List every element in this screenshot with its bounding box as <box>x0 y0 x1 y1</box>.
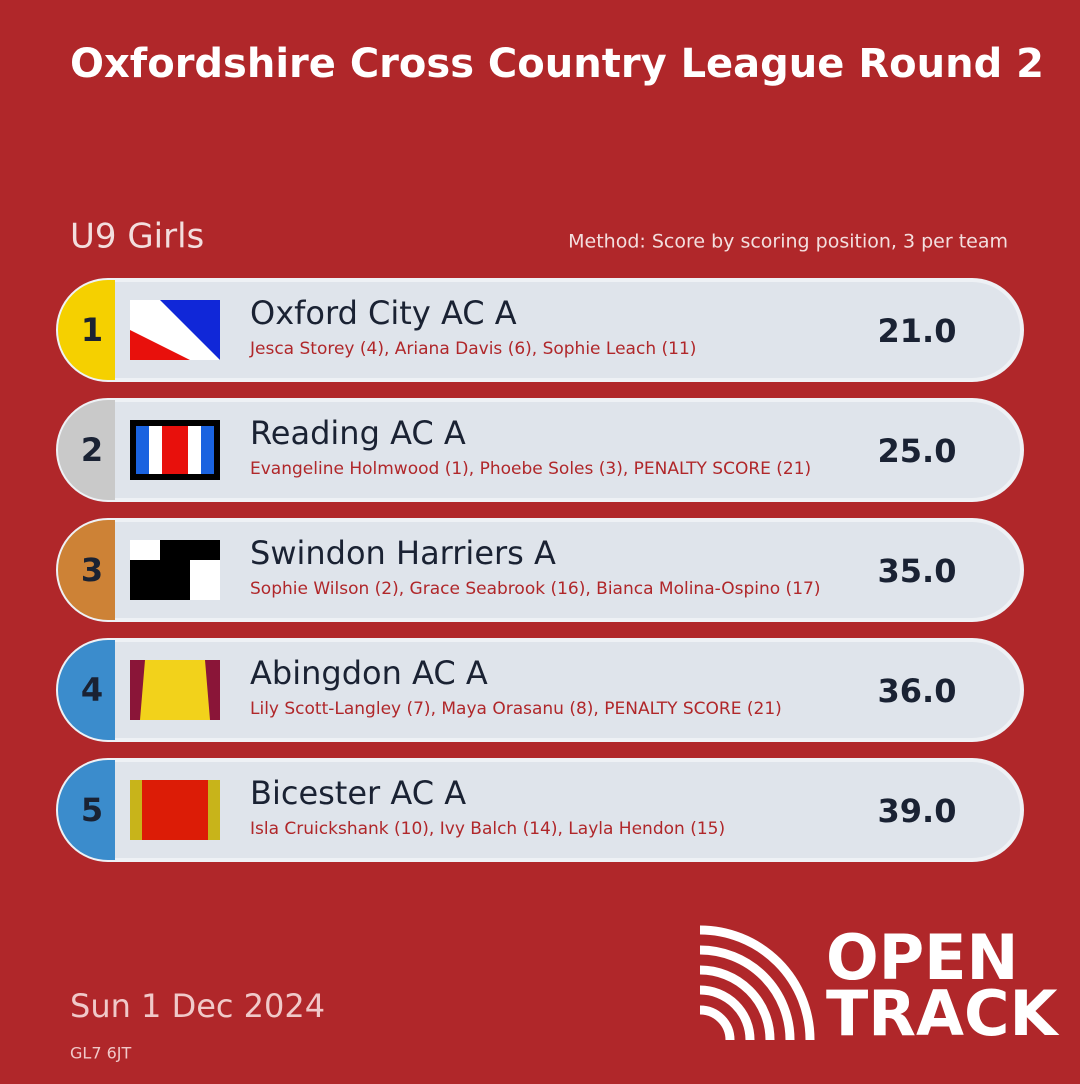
result-row: 4 Abingdon AC A Lily Scott-Langley (7), Ma… <box>56 638 1024 742</box>
logo-arc <box>699 1005 735 1041</box>
flag-part <box>130 308 216 360</box>
position: 4 <box>81 671 103 709</box>
team-name: Bicester AC A <box>250 774 466 812</box>
logo-arc <box>699 985 755 1041</box>
flag-part <box>130 580 190 600</box>
athletes: Jesca Storey (4), Ariana Davis (6), Soph… <box>249 339 696 359</box>
logo-arc <box>699 925 815 1041</box>
flag-part <box>190 540 220 560</box>
team-flag <box>130 660 220 720</box>
logo-arc <box>699 945 795 1041</box>
results-list: 1 Oxford City AC A Jesca Storey (4), Arian… <box>56 278 1024 862</box>
date: Sun 1 Dec 2024 <box>70 987 325 1025</box>
position: 2 <box>81 431 103 469</box>
logo-arcs <box>699 925 815 1041</box>
flag-part <box>136 426 149 474</box>
flag-part <box>142 780 208 840</box>
athletes: Sophie Wilson (2), Grace Seabrook (16), … <box>250 579 820 599</box>
method: Method: Score by scoring position, 3 per… <box>568 231 1008 253</box>
position: 1 <box>81 311 103 349</box>
team-flag <box>130 540 220 600</box>
score: 21.0 <box>878 312 957 350</box>
score: 36.0 <box>878 672 957 710</box>
team-name: Swindon Harriers A <box>250 534 556 572</box>
result-row: 5 Bicester AC A Isla Cruickshank (10), Ivy… <box>56 758 1024 862</box>
flag-part <box>140 660 210 720</box>
score: 39.0 <box>878 792 957 830</box>
result-row: 2 Reading AC A Evangeline Holmwood (1), Ph… <box>56 398 1024 502</box>
flag-part <box>160 540 190 560</box>
logo: OPEN TRACK <box>699 921 1060 1050</box>
flag-part <box>201 426 214 474</box>
flag-part <box>188 426 201 474</box>
result-row: 3 Swindon Harriers A Sophie Wilson (2), Gr… <box>56 518 1024 622</box>
score: 35.0 <box>878 552 957 590</box>
flag-part <box>130 330 190 360</box>
result-row: 1 Oxford City AC A Jesca Storey (4), Arian… <box>56 278 1024 382</box>
athletes: Evangeline Holmwood (1), Phoebe Soles (3… <box>250 459 811 479</box>
team-name: Reading AC A <box>250 414 466 452</box>
flag-part <box>160 300 220 360</box>
score: 25.0 <box>878 432 957 470</box>
flag-part <box>175 426 188 474</box>
event-name: U9 Girls <box>70 217 204 257</box>
flag-part <box>130 560 190 580</box>
logo-arc <box>699 965 775 1041</box>
postcode: GL7 6JT <box>70 1044 131 1063</box>
team-flag <box>130 420 220 480</box>
logo-text: OPEN <box>826 921 1018 994</box>
team-flag <box>130 780 220 840</box>
position: 5 <box>81 791 103 829</box>
flag-part <box>162 426 175 474</box>
flag-part <box>149 426 162 474</box>
title: Oxfordshire Cross Country League Round 2 <box>70 41 1044 87</box>
athletes: Lily Scott-Langley (7), Maya Orasanu (8)… <box>250 699 782 719</box>
team-flag <box>130 300 220 360</box>
team-name: Oxford City AC A <box>250 294 517 332</box>
athletes: Isla Cruickshank (10), Ivy Balch (14), L… <box>250 819 725 839</box>
position: 3 <box>81 551 103 589</box>
logo-text: TRACK <box>826 977 1060 1050</box>
team-name: Abingdon AC A <box>250 654 488 692</box>
